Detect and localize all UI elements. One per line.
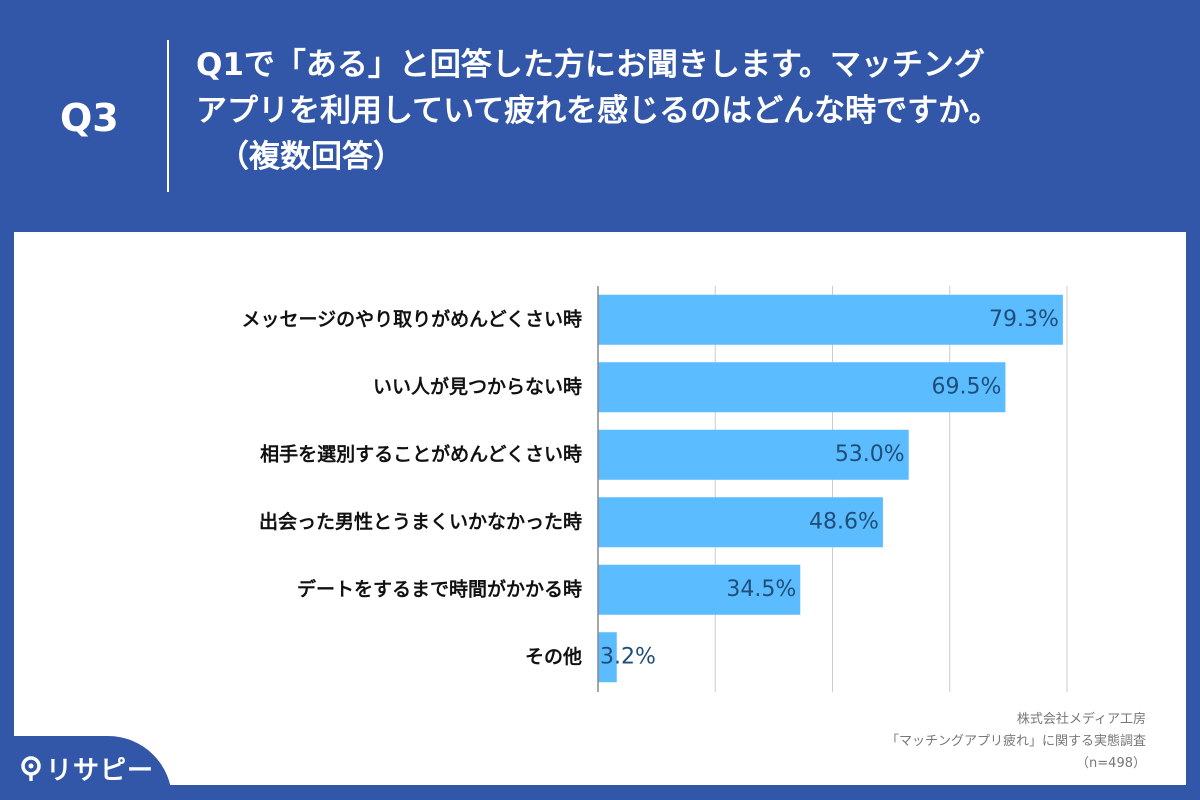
- value-label: 79.3%: [989, 307, 1059, 332]
- category-label: メッセージのやり取りがめんどくさい時: [242, 307, 582, 330]
- value-label: 48.6%: [809, 509, 879, 534]
- source-survey-title: 「マッチングアプリ疲れ」に関する実態調査: [885, 734, 1146, 749]
- question-title-line-3: （複数回答）: [218, 139, 404, 175]
- question-label: Q3: [60, 96, 119, 140]
- category-label: 相手を選別することがめんどくさい時: [260, 442, 582, 465]
- question-title-line-2: アプリを利用していて疲れを感じるのはどんな時ですか。: [196, 93, 1000, 129]
- logo-text: リサピー: [46, 756, 155, 786]
- bar: [598, 294, 1063, 345]
- bar: [598, 564, 801, 615]
- chart-panel: メッセージのやり取りがめんどくさい時 79.3% いい人が見つからない時 69.5% 相…: [14, 232, 1186, 785]
- bar: [598, 429, 909, 480]
- category-label: デートをするまで時間がかかる時: [297, 577, 582, 600]
- question-title: Q1で「ある」と回答した方にお聞きします。マッチング アプリを利用していて疲れを…: [196, 42, 1146, 180]
- value-label: 34.5%: [726, 577, 796, 602]
- brand-logo: リサピー: [0, 736, 172, 800]
- bar: [598, 362, 1006, 413]
- category-label: その他: [525, 645, 582, 668]
- pin-icon: [21, 755, 41, 781]
- bar: [598, 632, 617, 683]
- value-label: 3.2%: [600, 644, 656, 669]
- category-label: 出会った男性とうまくいかなかった時: [259, 510, 582, 533]
- source-sample-size: （n=498）: [1076, 756, 1146, 771]
- category-label: いい人が見つからない時: [373, 375, 582, 398]
- value-label: 53.0%: [835, 442, 905, 467]
- header: Q3 Q1で「ある」と回答した方にお聞きします。マッチング アプリを利用していて…: [0, 0, 1200, 232]
- value-label: 69.5%: [932, 374, 1002, 399]
- bar: [598, 497, 883, 548]
- bar-chart: メッセージのやり取りがめんどくさい時 79.3% いい人が見つからない時 69.5% 相…: [242, 286, 1068, 692]
- header-divider: [167, 40, 169, 192]
- source-company: 株式会社メディア工房: [1016, 712, 1146, 727]
- question-title-line-1: Q1で「ある」と回答した方にお聞きします。マッチング: [196, 47, 985, 83]
- source-note: 株式会社メディア工房 「マッチングアプリ疲れ」に関する実態調査 （n=498）: [886, 709, 1146, 775]
